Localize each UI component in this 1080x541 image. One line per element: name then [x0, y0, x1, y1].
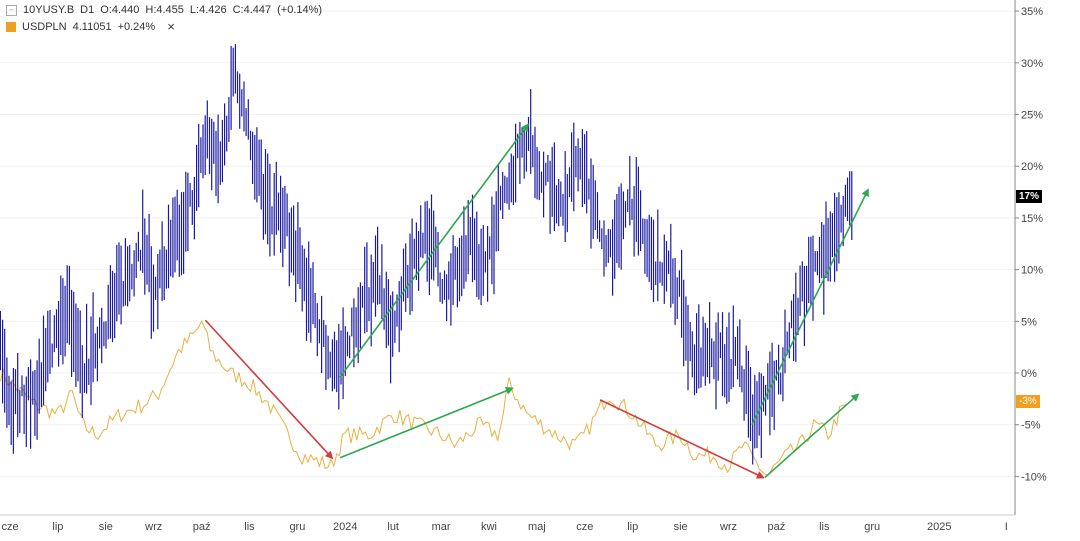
legend-high: H:4.455	[145, 4, 184, 16]
y-tick-label: 10%	[1021, 265, 1043, 277]
legend-value: 4.11051	[72, 20, 112, 33]
x-tick-label: paź	[768, 521, 786, 533]
y-tick-label: 0%	[1021, 368, 1037, 380]
y-tick-label: -10%	[1021, 471, 1047, 483]
x-tick-label: lis	[819, 521, 830, 533]
x-tick-label: paź	[193, 521, 211, 533]
x-tick-label: lut	[387, 521, 399, 533]
y-tick-label: 15%	[1021, 213, 1043, 225]
x-tick-label: I	[1005, 521, 1008, 533]
x-tick-label: cze	[576, 521, 593, 533]
x-tick-label: 2024	[333, 521, 357, 533]
x-tick-label: wrz	[719, 521, 737, 533]
x-tick-label: gru	[289, 521, 305, 533]
y-tick-label: 35%	[1021, 6, 1043, 18]
legend-close: C:4.447	[232, 4, 272, 16]
x-tick-label: mar	[432, 521, 451, 533]
y-tick-label: 25%	[1021, 110, 1043, 122]
green-trend-arrow	[751, 188, 869, 426]
legend-interval: D1	[80, 4, 95, 16]
x-tick-label: lip	[627, 521, 638, 533]
green-trend-arrow	[339, 387, 514, 459]
green-trend-arrow	[764, 393, 860, 479]
close-icon[interactable]: ×	[167, 19, 175, 34]
collapse-icon[interactable]: –	[6, 4, 17, 16]
red-trend-arrow	[599, 399, 765, 479]
x-tick-label: maj	[528, 521, 546, 533]
legend-open: O:4.440	[100, 4, 140, 16]
green-trend-arrow	[339, 123, 529, 378]
x-tick-label: sie	[99, 521, 113, 533]
y-tick-label: 20%	[1021, 161, 1043, 173]
y-tick-label: -5%	[1021, 420, 1041, 432]
y-tick-label: 5%	[1021, 316, 1037, 328]
x-tick-label: gru	[864, 521, 880, 533]
legend-change: (+0.14%)	[277, 4, 323, 16]
x-tick-label: lis	[244, 521, 255, 533]
usdpln-series-line	[0, 320, 846, 477]
last-value-badge-blue: 17%	[1016, 190, 1043, 203]
y-tick-label: 30%	[1021, 58, 1043, 70]
x-tick-label: 2025	[927, 521, 951, 533]
legend-symbol: USDPLN	[22, 20, 67, 33]
legend-low: L:4.426	[189, 4, 227, 16]
legend-series-usdpln: USDPLN 4.11051 +0.24% ×	[6, 19, 175, 34]
legend-change: +0.24%	[117, 20, 156, 33]
legend-series-10yusy: – 10YUSY.B D1 O:4.440 H:4.455 L:4.426 C:…	[6, 4, 322, 16]
series-color-swatch	[6, 21, 16, 32]
legend-symbol: 10YUSY.B	[23, 4, 75, 16]
10yusy-candles	[0, 44, 853, 465]
x-tick-label: cze	[1, 521, 18, 533]
x-tick-label: kwi	[481, 521, 497, 533]
last-value-badge-orange: -3%	[1016, 395, 1040, 408]
x-tick-label: wrz	[144, 521, 162, 533]
x-tick-label: lip	[52, 521, 63, 533]
x-tick-label: sie	[674, 521, 688, 533]
red-trend-arrow	[204, 319, 334, 460]
